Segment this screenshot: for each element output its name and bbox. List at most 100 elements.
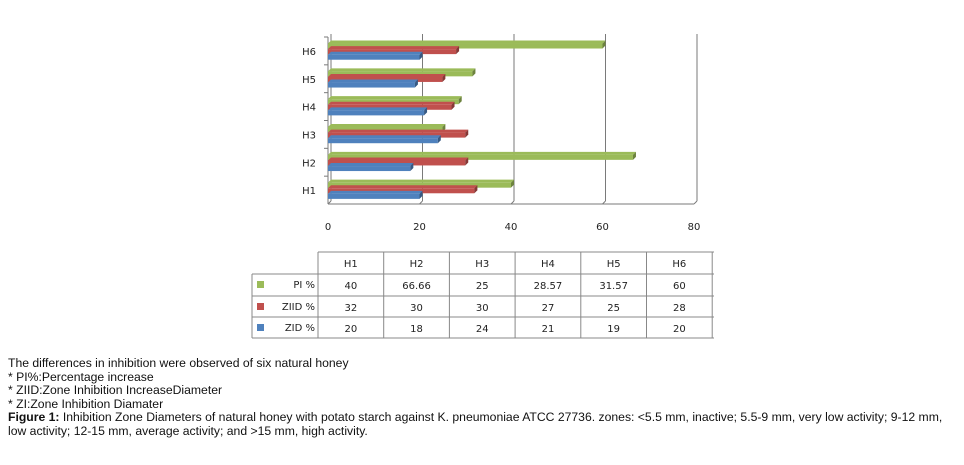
bar-top	[328, 157, 469, 161]
bar-top	[328, 151, 636, 155]
table-value: 24	[476, 324, 489, 335]
table-value: 31.57	[599, 281, 628, 292]
bar	[328, 154, 633, 160]
bar-top	[328, 185, 478, 189]
y-tick-label: H6	[302, 47, 316, 58]
bar-side	[451, 101, 455, 110]
bar-top	[328, 179, 514, 183]
bar-top	[328, 51, 423, 55]
bar-top	[328, 68, 476, 72]
table-value: 30	[476, 303, 489, 314]
bar	[328, 54, 420, 60]
bar-side	[465, 157, 469, 166]
bar	[328, 110, 425, 116]
x-tick-label: 0	[325, 222, 331, 233]
bar-top	[328, 96, 462, 100]
bar-side	[632, 151, 636, 160]
bar-side	[458, 96, 462, 105]
table-value: 18	[410, 324, 423, 335]
series-label: ZIID %	[282, 302, 315, 313]
bar	[328, 188, 475, 194]
table-value: 25	[476, 281, 489, 292]
bar-side	[419, 190, 423, 199]
y-tick-label: H5	[302, 75, 316, 86]
table-header: H4	[541, 259, 555, 270]
x-tick-label: 60	[596, 222, 609, 233]
bar	[328, 43, 603, 49]
bar-side	[465, 129, 469, 138]
bar	[328, 193, 420, 199]
bar-top	[328, 163, 414, 167]
bar-side	[602, 40, 606, 49]
x-tick-label: 40	[505, 222, 518, 233]
table-value: 40	[344, 281, 357, 292]
table-value: 19	[607, 324, 620, 335]
bar	[328, 160, 466, 166]
x-tick-label: 20	[413, 222, 426, 233]
table-header: H5	[607, 259, 621, 270]
table-value: 60	[673, 281, 686, 292]
bar-top	[328, 40, 606, 44]
x-tick-label: 80	[688, 222, 701, 233]
bar-top	[328, 101, 455, 105]
caption-note-pi: * PI%:Percentage increase	[8, 369, 154, 384]
bar-side	[437, 135, 441, 144]
figure-text: Inhibition Zone Diameters of natural hon…	[8, 410, 943, 438]
caption-line: The differences in inhibition were obser…	[8, 356, 349, 370]
table-value: 32	[344, 303, 357, 314]
y-tick-label: H4	[302, 103, 316, 114]
table-value: 30	[410, 303, 423, 314]
table-value: 20	[344, 324, 357, 335]
bar-chart: 0 20 40 60 80 H1 H2 H3 H4 H5 H6 H1 H2 H3 H4 H5 H6 PI % 40 6…	[251, 34, 714, 339]
bar	[328, 71, 473, 77]
bar-side	[472, 68, 476, 77]
figure-caption: The differences in inhibition were obser…	[8, 356, 958, 439]
bar-side	[474, 185, 478, 194]
bar-top	[328, 73, 446, 77]
bar-side	[424, 107, 428, 116]
table-value: 28	[673, 303, 686, 314]
y-tick-label: H3	[302, 130, 316, 141]
bar-top	[328, 107, 428, 111]
legend-swatch	[257, 324, 264, 331]
figure-label: Figure 1:	[8, 410, 60, 425]
table-value: 25	[607, 303, 620, 314]
bar-top	[328, 129, 469, 133]
bar-side	[511, 179, 514, 188]
caption-figure: Figure 1: Inhibition Zone Diameters of n…	[8, 411, 958, 438]
bar	[328, 166, 411, 172]
bar-side	[456, 46, 460, 55]
bar	[328, 104, 452, 110]
bar-top	[328, 46, 460, 50]
bar-top	[328, 190, 423, 194]
bar	[328, 182, 511, 188]
bar-side	[442, 73, 446, 82]
bar	[328, 127, 443, 133]
bar-side	[419, 51, 423, 60]
table-value: 21	[542, 324, 555, 335]
series-label: PI %	[293, 280, 315, 291]
caption-note-ziid: * ZIID:Zone Inhibition IncreaseDiameter	[8, 383, 223, 398]
legend-swatch	[257, 303, 264, 310]
caption-note-zi: * ZI:Zone Inhibition Diamater	[8, 396, 164, 411]
gridline-depth	[693, 200, 698, 205]
table-header: H2	[410, 259, 424, 270]
table-value: 20	[673, 324, 686, 335]
bar-top	[328, 124, 446, 128]
bar-top	[328, 79, 418, 83]
series-label: ZID %	[285, 323, 315, 334]
table-value: 28.57	[534, 281, 563, 292]
legend-swatch	[257, 281, 264, 288]
bar-side	[410, 163, 414, 172]
bar	[328, 138, 438, 144]
y-tick-label: H1	[302, 186, 316, 197]
bar	[328, 132, 466, 138]
table-header: H6	[672, 259, 686, 270]
bar	[328, 76, 443, 82]
bar-side	[414, 79, 418, 88]
bar	[328, 82, 415, 88]
table-header: H1	[344, 259, 358, 270]
y-tick-label: H2	[302, 158, 316, 169]
bar	[328, 49, 457, 55]
